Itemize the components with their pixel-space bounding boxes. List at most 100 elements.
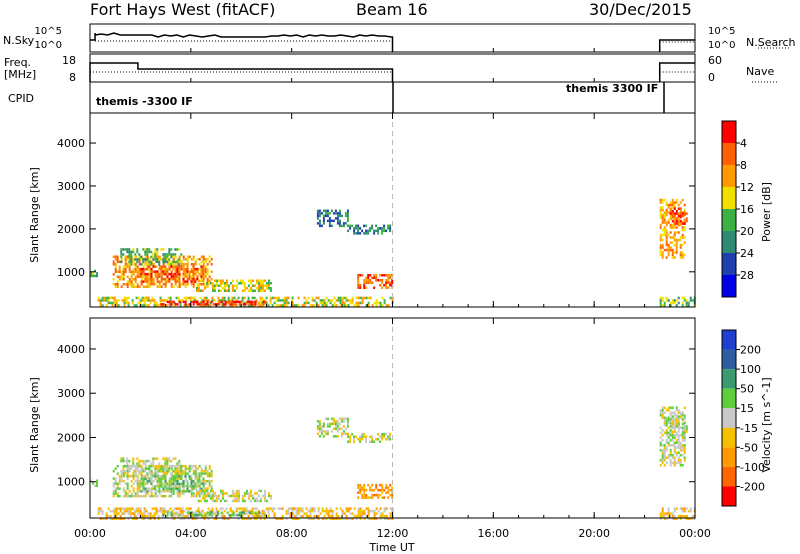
scatter-cell — [156, 484, 159, 488]
scatter-cell — [156, 277, 159, 281]
scatter-cell — [150, 475, 153, 478]
scatter-cell — [311, 304, 314, 307]
scatter-cell — [673, 218, 676, 222]
scatter-cell — [663, 464, 666, 467]
scatter-cell — [318, 430, 321, 433]
scatter-cell — [371, 224, 374, 228]
scatter-cell — [190, 464, 193, 468]
scatter-cell — [667, 246, 670, 249]
scatter-cell — [683, 446, 686, 449]
scatter-cell — [338, 417, 341, 421]
scatter-cell — [120, 285, 123, 288]
scatter-cell — [188, 477, 191, 480]
scatter-cell — [322, 425, 325, 428]
scatter-cell — [174, 265, 177, 268]
scatter-cell — [210, 258, 213, 261]
scatter-cell — [159, 296, 162, 300]
scatter-cell — [219, 282, 222, 285]
scatter-cell — [166, 263, 169, 266]
scatter-cell — [188, 273, 191, 276]
scatter-cell — [166, 457, 169, 460]
freq-ytick-top: 18 — [62, 54, 76, 67]
scatter-cell — [174, 469, 177, 473]
scatter-cell — [190, 477, 193, 481]
scatter-cell — [137, 296, 140, 300]
scatter-cell — [677, 411, 680, 414]
scatter-cell — [198, 480, 201, 483]
scatter-cell — [115, 301, 118, 305]
scatter-cell — [671, 248, 674, 252]
scatter-cell — [112, 273, 115, 276]
scatter-cell — [659, 226, 662, 229]
scatter-cell — [359, 440, 362, 443]
scatter-cell — [126, 472, 129, 475]
scatter-cell — [671, 223, 674, 227]
scatter-cell — [162, 248, 165, 251]
scatter-cell — [183, 509, 186, 513]
scatter-cell — [153, 507, 156, 510]
scatter-cell — [331, 512, 334, 515]
scatter-cell — [241, 296, 244, 300]
scatter-cell — [168, 477, 171, 480]
scatter-cell — [659, 198, 662, 202]
scatter-cell — [669, 429, 672, 432]
scatter-cell — [156, 272, 159, 276]
scatter-cell — [297, 507, 300, 510]
scatter-cell — [115, 512, 118, 515]
scatter-cell — [661, 299, 664, 302]
scatter-cell — [202, 477, 205, 481]
scatter-cell — [665, 456, 668, 459]
scatter-cell — [263, 492, 266, 495]
scatter-cell — [146, 477, 149, 480]
scatter-cell — [357, 279, 360, 282]
scatter-cell — [373, 517, 376, 520]
scatter-cell — [190, 490, 193, 493]
scatter-cell — [114, 285, 117, 288]
scatter-cell — [328, 224, 331, 228]
scatter-cell — [279, 304, 282, 307]
scatter-cell — [387, 517, 390, 520]
scatter-cell — [343, 296, 346, 300]
scatter-cell — [387, 486, 390, 489]
scatter-cell — [176, 472, 179, 475]
scatter-cell — [157, 304, 160, 307]
scatter-cell — [185, 296, 188, 300]
scatter-cell — [263, 494, 266, 498]
scatter-cell — [691, 517, 694, 520]
scatter-cell — [146, 482, 149, 485]
scatter-cell — [334, 420, 337, 423]
scatter-cell — [361, 512, 364, 515]
scatter-cell — [206, 280, 209, 283]
scatter-cell — [164, 474, 167, 478]
scatter-cell — [190, 494, 193, 498]
scatter-cell — [148, 280, 151, 283]
scatter-cell — [223, 287, 226, 290]
scatter-cell — [199, 489, 202, 493]
scatter-cell — [253, 289, 256, 292]
scatter-cell — [323, 514, 326, 518]
scatter-cell — [681, 214, 684, 218]
scatter-cell — [111, 301, 114, 305]
scatter-cell — [231, 296, 234, 300]
scatter-cell — [138, 255, 141, 259]
scatter-cell — [277, 517, 280, 520]
scatter-cell — [667, 211, 670, 214]
scatter-cell — [235, 494, 238, 498]
scatter-cell — [679, 223, 682, 227]
scatter-cell — [112, 263, 115, 266]
scatter-cell — [673, 434, 676, 437]
scatter-cell — [126, 467, 129, 470]
scatter-cell — [158, 487, 161, 491]
scatter-cell — [385, 229, 388, 233]
scatter-cell — [681, 198, 684, 202]
scatter-cell — [681, 509, 684, 513]
scatter-cell — [118, 268, 121, 271]
scatter-cell — [234, 303, 237, 306]
scatter-cell — [122, 469, 125, 473]
scatter-cell — [361, 296, 364, 300]
scatter-cell — [675, 446, 678, 449]
scatter-cell — [140, 258, 143, 261]
scatter-cell — [255, 299, 258, 302]
scatter-cell — [142, 482, 145, 486]
scatter-cell — [213, 279, 216, 282]
